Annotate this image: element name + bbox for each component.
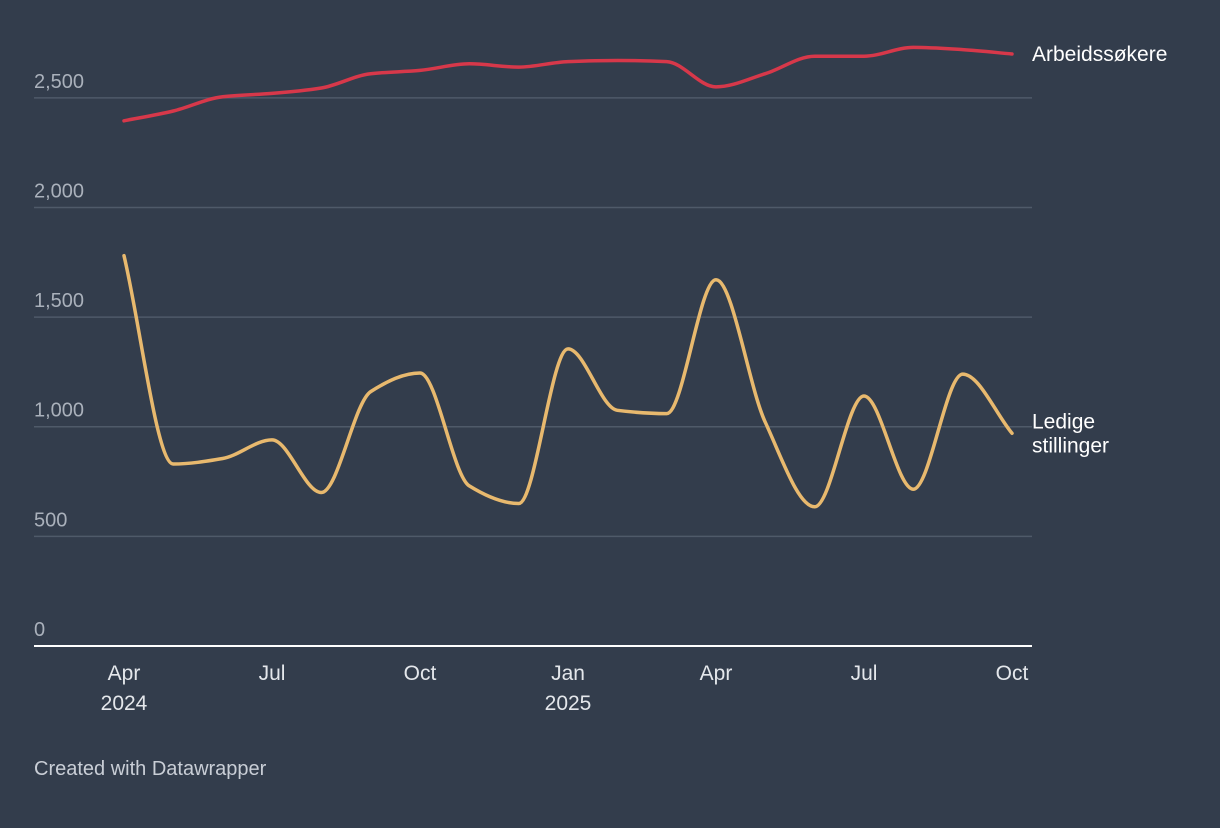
y-tick-label: 2,000	[34, 180, 84, 202]
y-tick-label: 1,000	[34, 400, 84, 422]
x-tick-label: Oct	[404, 662, 437, 685]
y-tick-label: 1,500	[34, 290, 84, 312]
series-label-arbeidssøkere: Arbeidssøkere	[1032, 43, 1167, 66]
series-label-ledige-stillinger: Ledige	[1032, 410, 1095, 433]
x-tick-label: Jan	[551, 662, 585, 685]
x-tick-label: Jul	[851, 662, 878, 685]
x-tick-label: 2024	[101, 692, 148, 715]
series-label-ledige-stillinger: stillinger	[1032, 434, 1109, 457]
credit-footer: Created with Datawrapper	[34, 758, 267, 780]
series-line-ledige-stillinger	[122, 253, 1014, 509]
series-line-arbeidssøkere	[122, 45, 1014, 123]
x-tick-label: Jul	[259, 662, 286, 685]
x-tick-label: Oct	[996, 662, 1029, 685]
x-tick-label: 2025	[545, 692, 592, 715]
y-tick-label: 2,500	[34, 71, 84, 93]
y-tick-label: 0	[34, 619, 45, 641]
x-tick-label: Apr	[108, 662, 141, 685]
y-tick-label: 500	[34, 509, 67, 531]
x-tick-label: Apr	[700, 662, 733, 685]
